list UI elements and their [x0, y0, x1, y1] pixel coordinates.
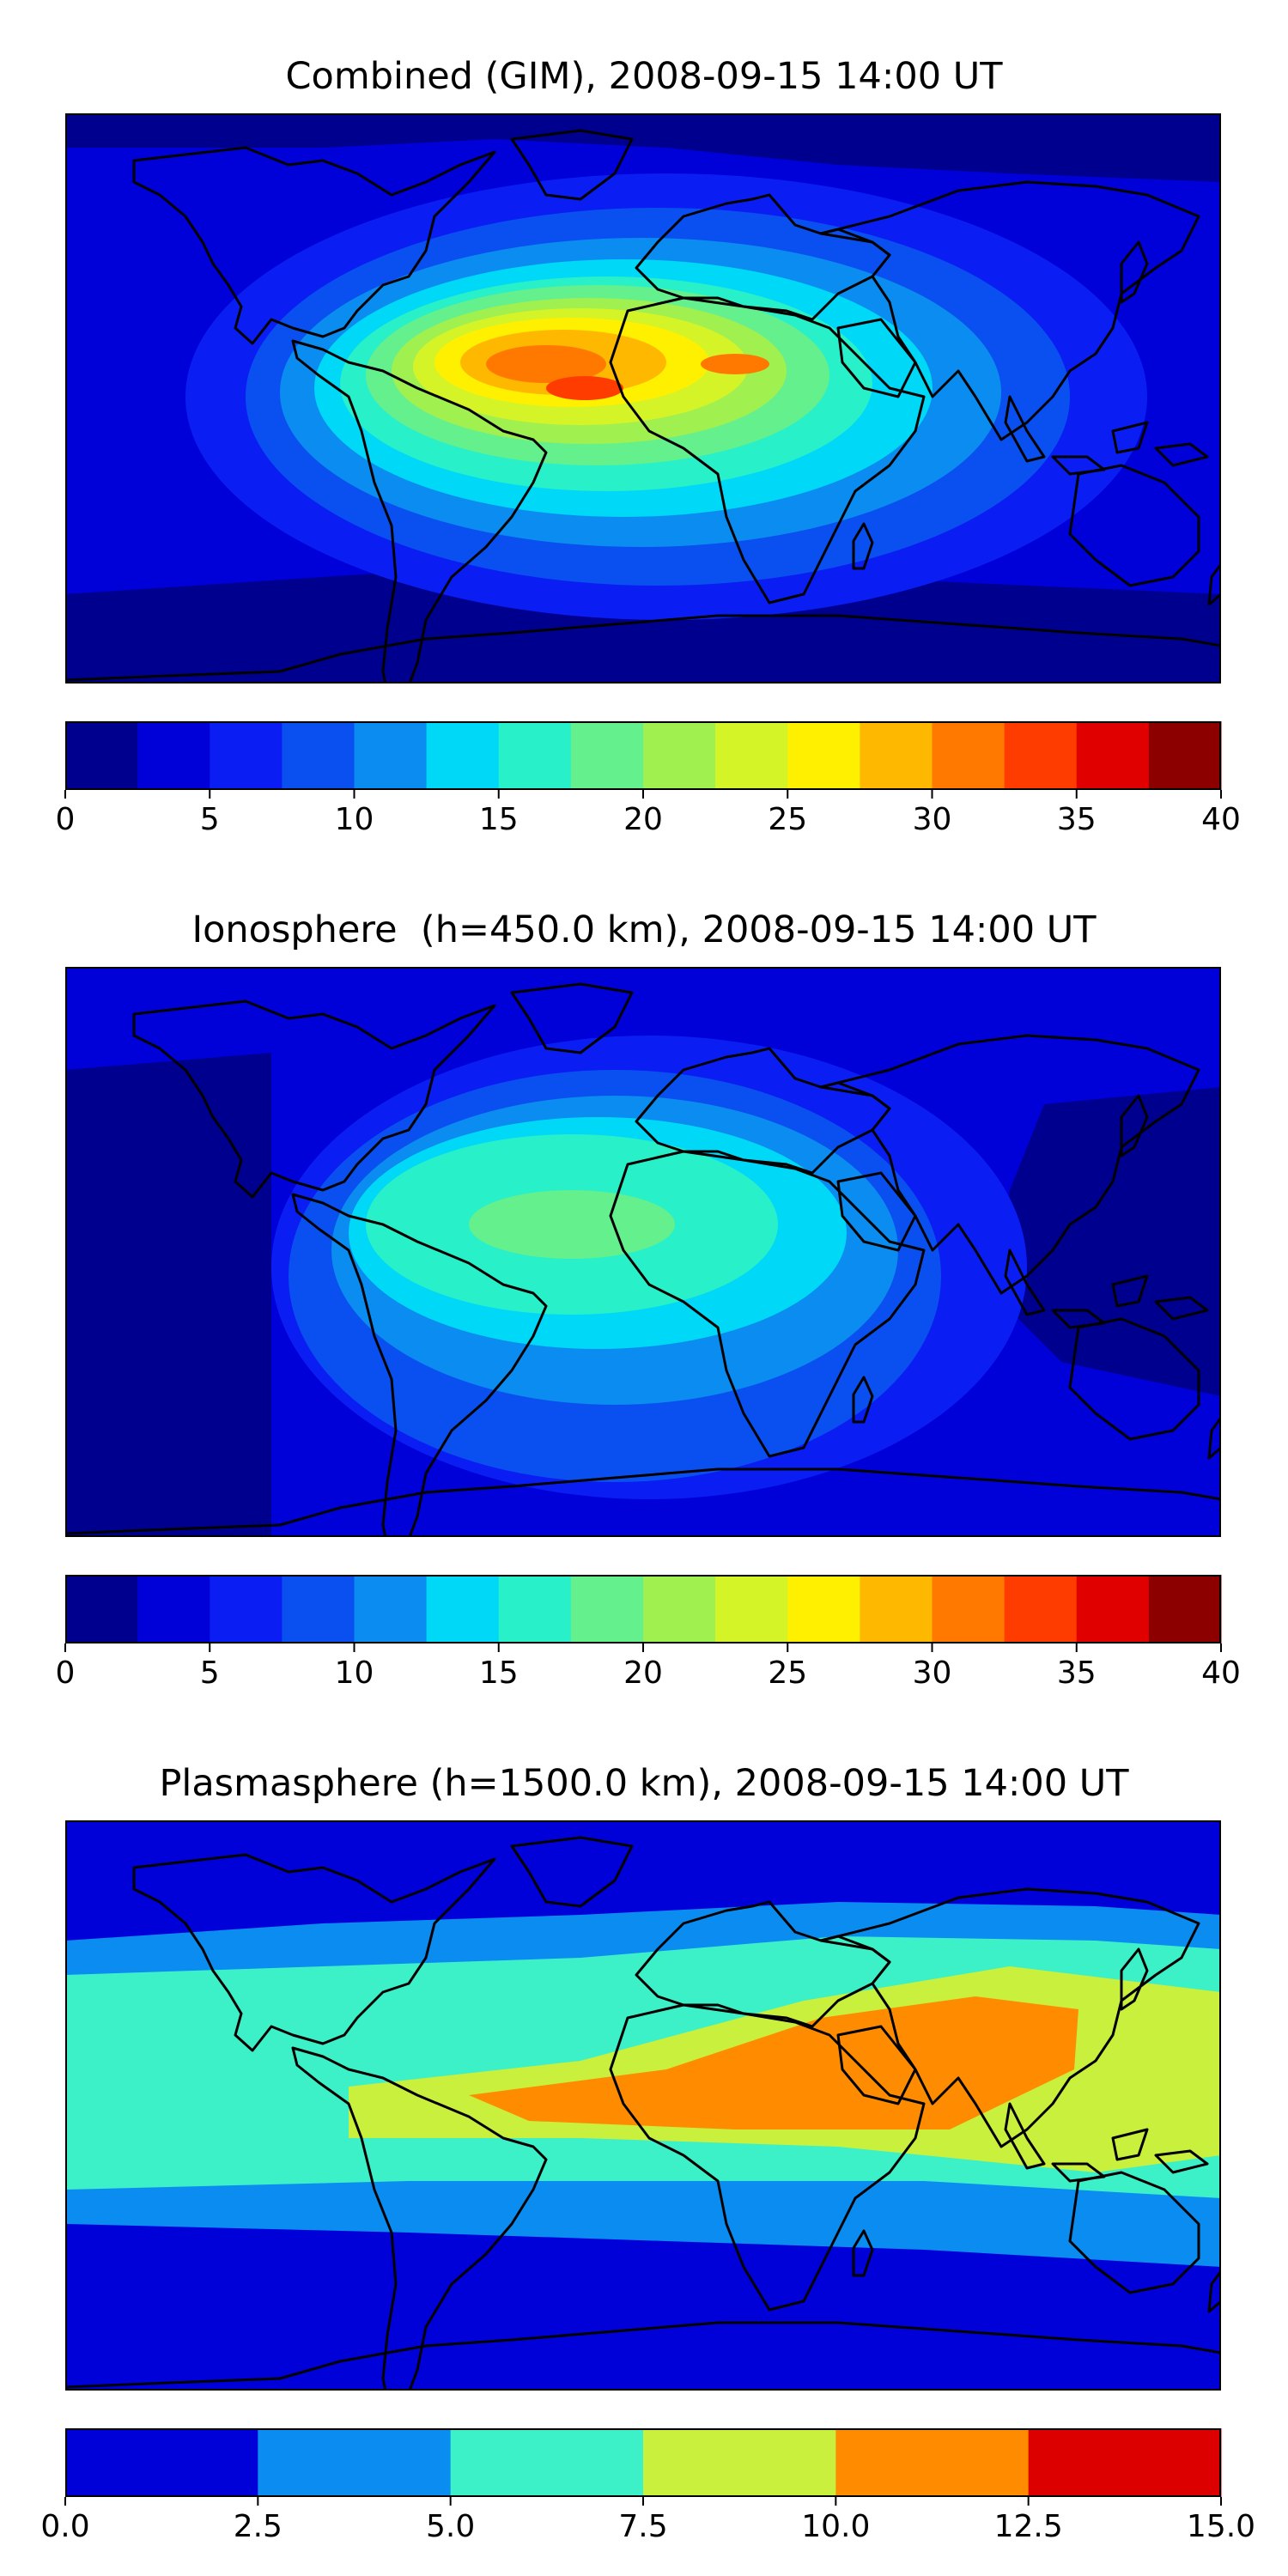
colorbar-tick-label: 30 [912, 1656, 952, 1691]
colorbar-frame [65, 1575, 1221, 1643]
colorbar-combined [64, 721, 1222, 799]
colorbar-segment [450, 2428, 644, 2497]
colorbar-segment [210, 1575, 283, 1643]
colorbar-tick-label: 15 [478, 1656, 519, 1691]
colorbar-tick-label: 0.0 [40, 2509, 90, 2544]
colorbar-frame [65, 721, 1221, 790]
colorbar-segment [787, 721, 860, 790]
colorbar-ionosphere [64, 1575, 1222, 1652]
colorbar-segment [354, 721, 428, 790]
colorbar-segment [715, 1575, 788, 1643]
map-ionosphere [65, 967, 1221, 1537]
colorbar-segment [282, 721, 355, 790]
colorbar-tick-label: 30 [912, 802, 952, 837]
colorbar-segment [1004, 1575, 1078, 1643]
colorbar-segment [1076, 721, 1150, 790]
map-plasmasphere [65, 1820, 1221, 2391]
colorbar-segment [65, 2428, 258, 2497]
colorbar-plasmasphere [64, 2428, 1222, 2506]
colorbar-tick-label: 25 [768, 1656, 808, 1691]
colorbar-segment [498, 721, 572, 790]
colorbar-segment [643, 2428, 836, 2497]
colorbar-segment [137, 721, 210, 790]
colorbar-segment [643, 1575, 716, 1643]
colorbar-tick-label: 20 [623, 1656, 663, 1691]
colorbar-segment [354, 1575, 428, 1643]
colorbar-tick-label: 25 [768, 802, 808, 837]
colorbar-tick-label: 15 [478, 802, 519, 837]
colorbar-segment [1076, 1575, 1150, 1643]
colorbar-tick-label: 5 [199, 1656, 220, 1691]
colorbar-segment [426, 721, 500, 790]
colorbar-segment [787, 1575, 860, 1643]
colorbar-tick-label: 5 [199, 802, 220, 837]
colorbar-tick-label: 35 [1056, 802, 1097, 837]
colorbar-segment [1028, 2428, 1222, 2497]
colorbar-tick-label: 0 [55, 802, 76, 837]
colorbar-frame [65, 2428, 1221, 2497]
map-combined [65, 113, 1221, 683]
colorbar-tick-label: 10 [334, 1656, 374, 1691]
colorbar-tick-label: 7.5 [618, 2509, 668, 2544]
colorbar-segment [715, 721, 788, 790]
colorbar-tick-label: 20 [623, 802, 663, 837]
colorbar-tick-label: 10 [334, 802, 374, 837]
colorbar-segment [426, 1575, 500, 1643]
panel-title-ionosphere: Ionosphere (h=450.0 km), 2008-09-15 14:0… [191, 908, 1097, 951]
colorbar-segment [1004, 721, 1078, 790]
colorbar-tick-label: 0 [55, 1656, 76, 1691]
colorbar-tick-label: 15.0 [1186, 2509, 1256, 2544]
colorbar-tick-label: 2.5 [233, 2509, 283, 2544]
panel-title-plasmasphere: Plasmasphere (h=1500.0 km), 2008-09-15 1… [159, 1762, 1129, 1805]
colorbar-segment [210, 721, 283, 790]
colorbar-tick-label: 10.0 [801, 2509, 871, 2544]
colorbar-segment [282, 1575, 355, 1643]
colorbar-segment [65, 1575, 138, 1643]
colorbar-segment [570, 1575, 644, 1643]
colorbar-segment [643, 721, 716, 790]
colorbar-tick-label: 5.0 [426, 2509, 476, 2544]
colorbar-tick-label: 12.5 [993, 2509, 1063, 2544]
colorbar-tick-label: 40 [1201, 802, 1241, 837]
colorbar-segment [860, 721, 933, 790]
colorbar-segment [258, 2428, 452, 2497]
colorbar-segment [1148, 1575, 1222, 1643]
colorbar-segment [932, 1575, 1005, 1643]
colorbar-segment [65, 721, 138, 790]
colorbar-segment [835, 2428, 1030, 2497]
colorbar-segment [137, 1575, 210, 1643]
colorbar-tick-label: 35 [1056, 1656, 1097, 1691]
colorbar-segment [860, 1575, 933, 1643]
colorbar-segment [1148, 721, 1222, 790]
colorbar-tick-label: 40 [1201, 1656, 1241, 1691]
colorbar-segment [932, 721, 1005, 790]
colorbar-segment [498, 1575, 572, 1643]
panel-title-combined: Combined (GIM), 2008-09-15 14:00 UT [285, 55, 1003, 98]
colorbar-segment [570, 721, 644, 790]
